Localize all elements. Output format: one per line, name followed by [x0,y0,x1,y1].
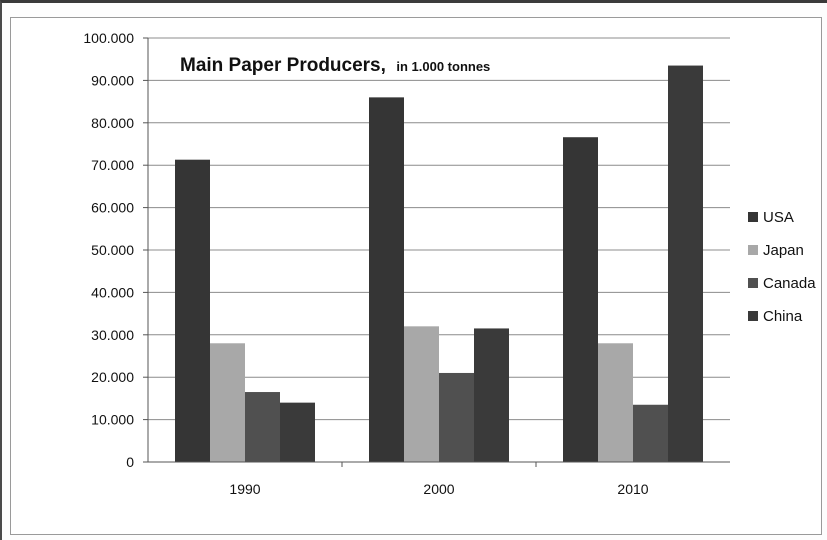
bar-japan-2010 [598,343,633,462]
legend-swatch-usa [748,212,758,222]
legend-label-usa: USA [763,209,794,226]
axes [143,37,730,467]
x-tick-label: 2000 [423,481,454,497]
y-tick-label: 50.000 [91,242,134,258]
y-tick-label: 0 [126,454,134,470]
legend-swatch-japan [748,245,758,255]
bar-canada-2010 [633,404,668,462]
bar-canada-1990 [245,392,280,462]
bar-japan-2000 [404,326,439,462]
y-tick-label: 90.000 [91,72,134,88]
legend-label-canada: Canada [763,275,816,292]
legend-swatch-china [748,311,758,321]
x-axis-tick-labels: 1990 2000 2010 [229,481,648,497]
x-tick-label: 2010 [617,481,648,497]
bar-usa-2000 [369,97,404,463]
y-tick-label: 10.000 [91,412,134,428]
legend: USA Japan Canada China [748,209,816,325]
y-tick-label: 20.000 [91,369,134,385]
bar-china-2000 [474,328,509,462]
bar-china-2010 [668,65,703,462]
y-tick-label: 70.000 [91,157,134,173]
y-tick-label: 60.000 [91,200,134,216]
bars [175,65,703,463]
legend-label-japan: Japan [763,242,804,259]
x-tick-label: 1990 [229,481,260,497]
y-axis-tick-labels: 0 10.000 20.000 30.000 40.000 50.000 60.000 70.… [83,30,134,470]
bar-china-1990 [280,402,315,462]
y-tick-label: 30.000 [91,327,134,343]
legend-label-china: China [763,308,803,325]
bar-japan-1990 [210,343,245,462]
bar-usa-1990 [175,159,210,463]
bar-canada-2000 [439,372,474,462]
chart-title-main: Main Paper Producers, [180,55,386,76]
legend-swatch-canada [748,278,758,288]
y-tick-label: 100.000 [83,30,134,46]
y-tick-label: 80.000 [91,115,134,131]
chart-title: Main Paper Producers, in 1.000 tonnes [180,55,490,76]
bar-usa-2010 [563,137,598,462]
chart-subtitle: in 1.000 tonnes [396,59,490,74]
y-tick-label: 40.000 [91,284,134,300]
